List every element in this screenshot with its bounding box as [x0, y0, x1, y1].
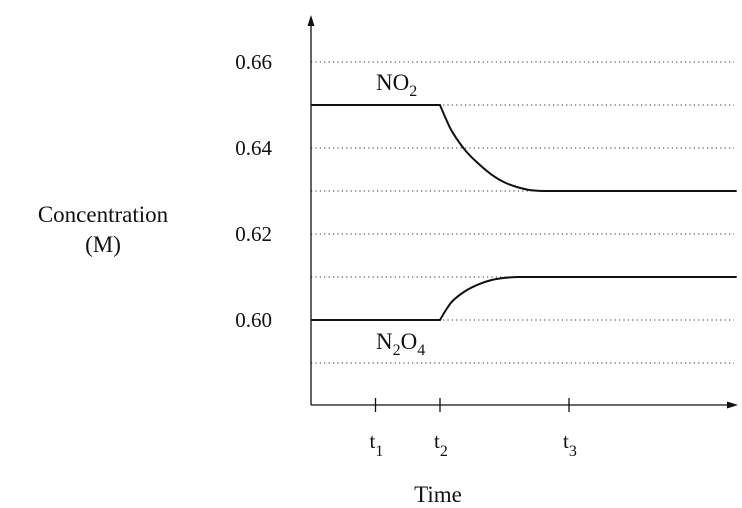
y-axis-label-line1: Concentration — [38, 202, 169, 227]
x-axis-arrow — [727, 401, 738, 409]
series-line-n2o4 — [310, 275, 737, 322]
x-tick-label: t3 — [563, 429, 577, 460]
n2o4-mid: O — [401, 329, 418, 354]
x-ticks: t1 t2 t3 — [370, 398, 577, 460]
series-line-no2 — [310, 103, 737, 193]
n2o4-sub2: 4 — [417, 342, 425, 359]
no2-base: NO — [376, 70, 409, 95]
n2o4-base: N — [376, 329, 393, 354]
series-label-n2o4: N2O4 — [376, 329, 425, 359]
x-tick-label: t1 — [370, 429, 384, 460]
y-tick-label: 0.60 — [235, 308, 272, 332]
no2-sub: 2 — [409, 83, 417, 100]
y-tick-labels: 0.60 0.62 0.64 0.66 — [235, 50, 272, 332]
x-axis-label: Time — [414, 482, 462, 507]
y-axis-label-line2: (M) — [85, 232, 121, 257]
y-axis-arrow — [307, 15, 315, 26]
n2o4-sub1: 2 — [393, 342, 401, 359]
series-lines — [310, 103, 737, 322]
y-tick-label: 0.64 — [235, 136, 272, 160]
x-tick-label: t2 — [434, 429, 448, 460]
grid-lines — [311, 61, 734, 364]
series-label-no2: NO2 — [376, 70, 417, 100]
y-tick-label: 0.62 — [235, 222, 272, 246]
y-tick-label: 0.66 — [235, 50, 272, 74]
